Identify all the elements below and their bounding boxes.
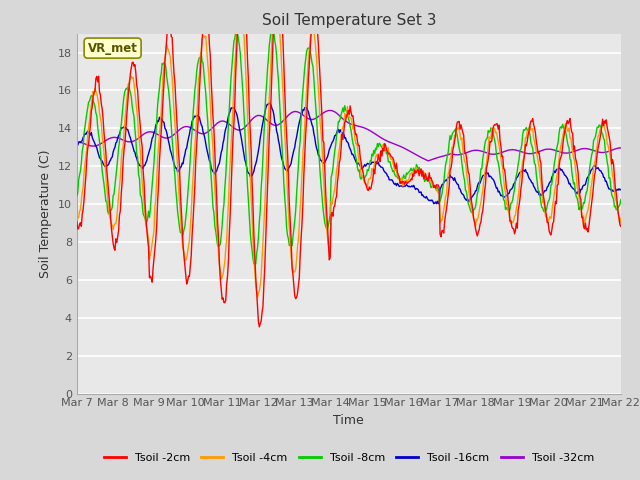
Title: Soil Temperature Set 3: Soil Temperature Set 3 [262,13,436,28]
Text: VR_met: VR_met [88,42,138,55]
Y-axis label: Soil Temperature (C): Soil Temperature (C) [39,149,52,278]
X-axis label: Time: Time [333,414,364,427]
Legend: Tsoil -2cm, Tsoil -4cm, Tsoil -8cm, Tsoil -16cm, Tsoil -32cm: Tsoil -2cm, Tsoil -4cm, Tsoil -8cm, Tsoi… [99,448,598,467]
